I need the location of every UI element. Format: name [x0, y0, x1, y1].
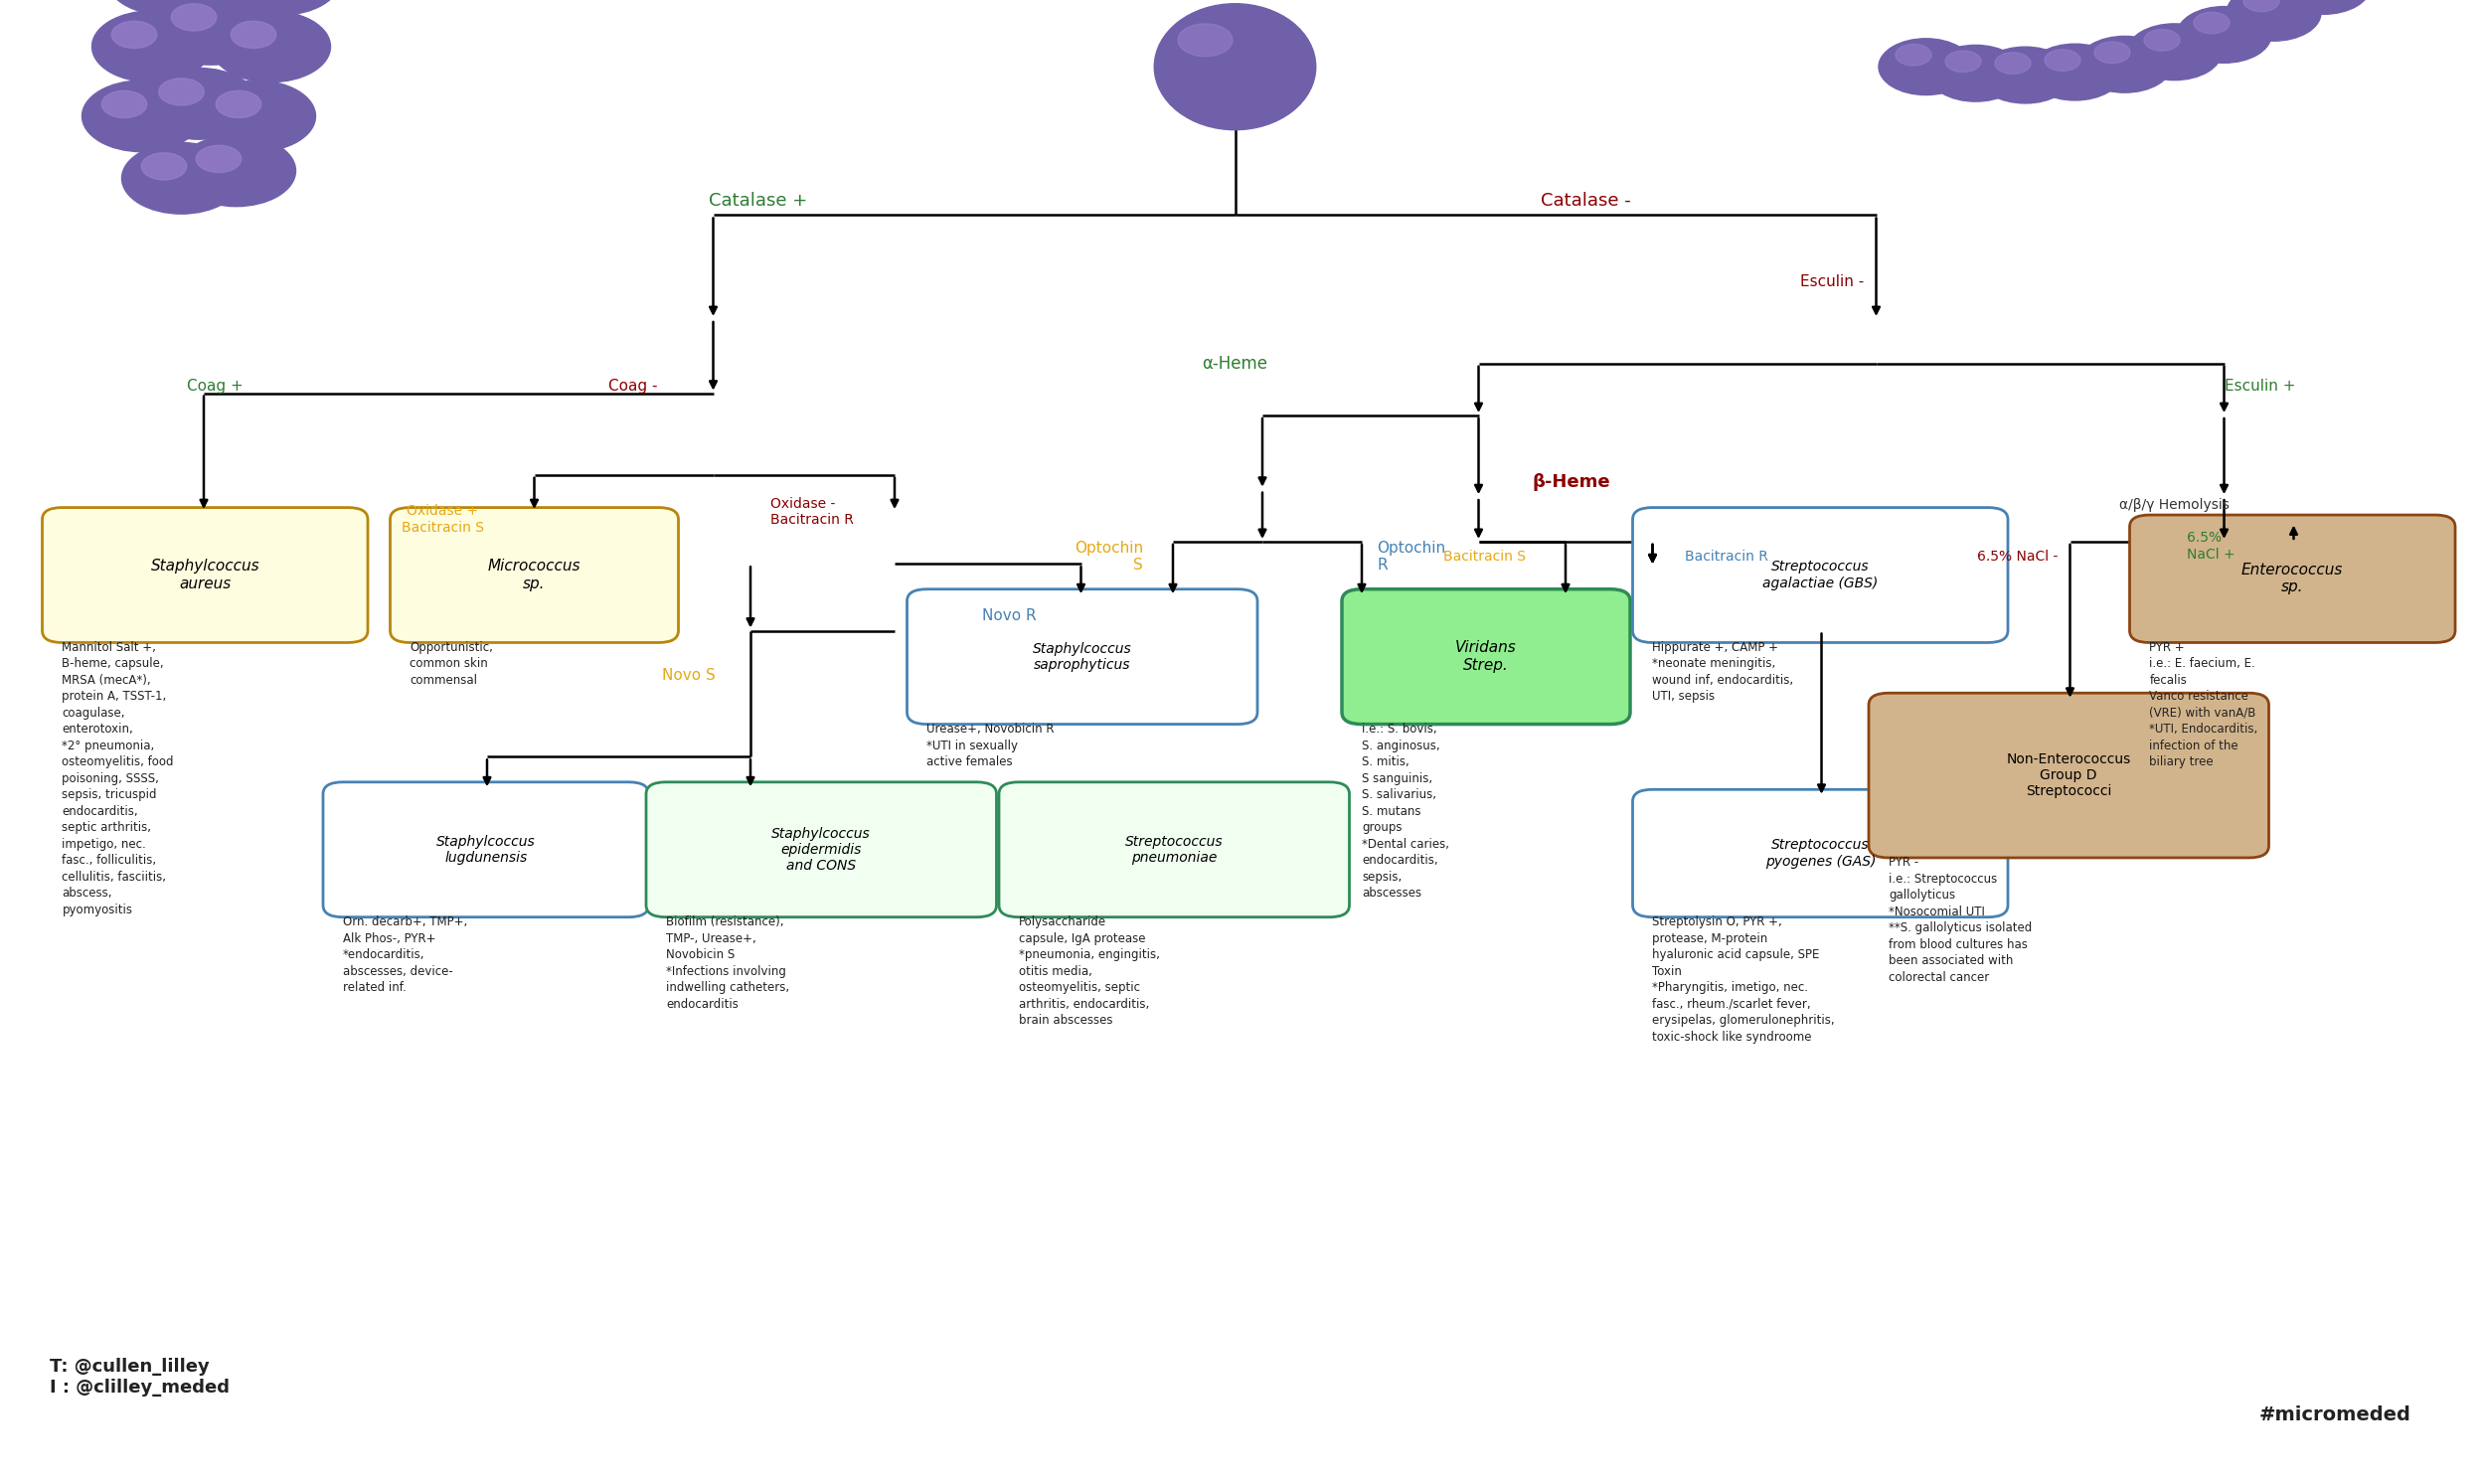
FancyBboxPatch shape — [1869, 693, 2269, 858]
Circle shape — [2028, 45, 2122, 101]
FancyBboxPatch shape — [2130, 515, 2455, 643]
Text: Oxidase +
Bacitracin S: Oxidase + Bacitracin S — [400, 505, 485, 534]
Circle shape — [2194, 12, 2229, 34]
Circle shape — [2077, 36, 2172, 92]
Text: Streptococcus
pneumoniae: Streptococcus pneumoniae — [1126, 834, 1223, 865]
Circle shape — [196, 145, 241, 172]
Text: Polysaccharide
capsule, IgA protease
*pneumonia, engingitis,
otitis media,
osteo: Polysaccharide capsule, IgA protease *pn… — [1019, 916, 1160, 1027]
FancyBboxPatch shape — [907, 589, 1257, 724]
Circle shape — [2244, 0, 2279, 12]
FancyBboxPatch shape — [1633, 789, 2008, 917]
FancyBboxPatch shape — [1342, 589, 1630, 724]
Text: Bacitracin S: Bacitracin S — [1444, 549, 1526, 564]
Circle shape — [2227, 0, 2321, 42]
Text: Viridans
Strep.: Viridans Strep. — [1456, 641, 1516, 672]
Text: Staphylcoccus
lugdunensis: Staphylcoccus lugdunensis — [437, 834, 534, 865]
Text: Staphylcoccus
aureus: Staphylcoccus aureus — [152, 559, 258, 591]
Text: Staphylcoccus
epidermidis
and CONS: Staphylcoccus epidermidis and CONS — [773, 827, 870, 873]
Text: Streptococcus
pyogenes (GAS): Streptococcus pyogenes (GAS) — [1764, 838, 1876, 868]
Text: Biofilm (resistance),
TMP-, Urease+,
Novobicin S
*Infections involving
indwellin: Biofilm (resistance), TMP-, Urease+, Nov… — [666, 916, 790, 1011]
Circle shape — [2276, 0, 2371, 15]
Circle shape — [221, 0, 340, 15]
Circle shape — [142, 153, 186, 180]
Circle shape — [152, 0, 271, 65]
Text: Non-Enterococcus
Group D
Streptococci: Non-Enterococcus Group D Streptococci — [2005, 752, 2132, 798]
Text: Mannitol Salt +,
B-heme, capsule,
MRSA (mecA*),
protein A, TSST-1,
coagulase,
en: Mannitol Salt +, B-heme, capsule, MRSA (… — [62, 641, 174, 917]
Text: Bacitracin R: Bacitracin R — [1685, 549, 1769, 564]
Text: Coag -: Coag - — [609, 378, 659, 393]
Text: Novo R: Novo R — [982, 608, 1036, 623]
Text: 6.5%
NaCl +: 6.5% NaCl + — [2187, 531, 2234, 561]
FancyBboxPatch shape — [1633, 508, 2008, 643]
Circle shape — [1995, 52, 2030, 74]
Text: Hippurate +, CAMP +
*neonate meningitis,
wound inf, endocarditis,
UTI, sepsis: Hippurate +, CAMP + *neonate meningitis,… — [1653, 641, 1794, 703]
Text: #micromeded: #micromeded — [2259, 1405, 2410, 1425]
Text: Orn. decarb+, TMP+,
Alk Phos-, PYR+
*endocarditis,
abscesses, device-
related in: Orn. decarb+, TMP+, Alk Phos-, PYR+ *end… — [343, 916, 467, 994]
Text: α/β/γ Hemolysis: α/β/γ Hemolysis — [2120, 497, 2229, 512]
Text: i.e.: S. bovis,
S. anginosus,
S. mitis,
S sanguinis,
S. salivarius,
S. mutans
gr: i.e.: S. bovis, S. anginosus, S. mitis, … — [1362, 723, 1449, 899]
Text: α-Heme: α-Heme — [1203, 355, 1267, 372]
Circle shape — [159, 79, 204, 105]
FancyBboxPatch shape — [646, 782, 996, 917]
Circle shape — [216, 91, 261, 117]
Circle shape — [2095, 42, 2130, 64]
Text: Catalase +: Catalase + — [708, 191, 808, 209]
Text: Optochin
S: Optochin S — [1074, 540, 1143, 573]
Circle shape — [1946, 50, 1981, 73]
Circle shape — [196, 80, 316, 151]
FancyBboxPatch shape — [390, 508, 678, 643]
Text: Opportunistic,
common skin
commensal: Opportunistic, common skin commensal — [410, 641, 495, 687]
Circle shape — [171, 4, 216, 31]
Text: T: @cullen_lilley
I : @clilley_meded: T: @cullen_lilley I : @clilley_meded — [50, 1358, 229, 1396]
FancyBboxPatch shape — [42, 508, 368, 643]
Text: Optochin
R: Optochin R — [1377, 540, 1446, 573]
Circle shape — [122, 142, 241, 214]
Ellipse shape — [1153, 4, 1317, 131]
Text: Coag +: Coag + — [186, 378, 244, 393]
Text: Esculin -: Esculin - — [1799, 275, 1864, 289]
Circle shape — [2045, 49, 2080, 71]
FancyBboxPatch shape — [323, 782, 649, 917]
Circle shape — [231, 21, 276, 47]
Circle shape — [2145, 30, 2179, 50]
Circle shape — [112, 21, 157, 47]
Circle shape — [1928, 45, 2023, 101]
Circle shape — [107, 0, 226, 15]
Circle shape — [1896, 45, 1931, 65]
FancyBboxPatch shape — [999, 782, 1349, 917]
Circle shape — [211, 10, 331, 82]
Circle shape — [139, 68, 258, 139]
Text: Micrococcus
sp.: Micrococcus sp. — [487, 559, 581, 591]
Circle shape — [176, 135, 296, 206]
Text: 6.5% NaCl -: 6.5% NaCl - — [1976, 549, 2058, 564]
Text: Streptococcus
agalactiae (GBS): Streptococcus agalactiae (GBS) — [1762, 559, 1879, 591]
Circle shape — [1978, 47, 2072, 104]
Circle shape — [1879, 39, 1973, 95]
Text: Staphylcoccus
saprophyticus: Staphylcoccus saprophyticus — [1034, 641, 1131, 672]
Text: PYR -
i.e.: Streptococcus
gallolyticus
*Nosocomial UTI
**S. gallolyticus isolate: PYR - i.e.: Streptococcus gallolyticus *… — [1889, 856, 2033, 984]
Text: Esculin +: Esculin + — [2224, 378, 2296, 393]
Text: Urease+, Novobicin R
*UTI in sexually
active females: Urease+, Novobicin R *UTI in sexually ac… — [927, 723, 1054, 769]
Circle shape — [102, 91, 147, 117]
Text: Enterococcus
sp.: Enterococcus sp. — [2241, 562, 2343, 595]
Ellipse shape — [1178, 24, 1233, 56]
Circle shape — [82, 80, 201, 151]
Text: Catalase -: Catalase - — [1541, 191, 1630, 209]
Circle shape — [92, 10, 211, 82]
Circle shape — [2177, 6, 2271, 62]
Text: Novo S: Novo S — [661, 668, 716, 683]
Text: PYR +
i.e.: E. faecium, E.
fecalis
Vanco resistance
(VRE) with vanA/B
*UTI, Endo: PYR + i.e.: E. faecium, E. fecalis Vanco… — [2150, 641, 2259, 769]
Text: β-Heme: β-Heme — [1533, 473, 1610, 491]
Circle shape — [2127, 24, 2222, 80]
Text: Streptolysin O, PYR +,
protease, M-protein
hyaluronic acid capsule, SPE
Toxin
*P: Streptolysin O, PYR +, protease, M-prote… — [1653, 916, 1834, 1043]
Text: Oxidase -
Bacitracin R: Oxidase - Bacitracin R — [770, 497, 855, 527]
